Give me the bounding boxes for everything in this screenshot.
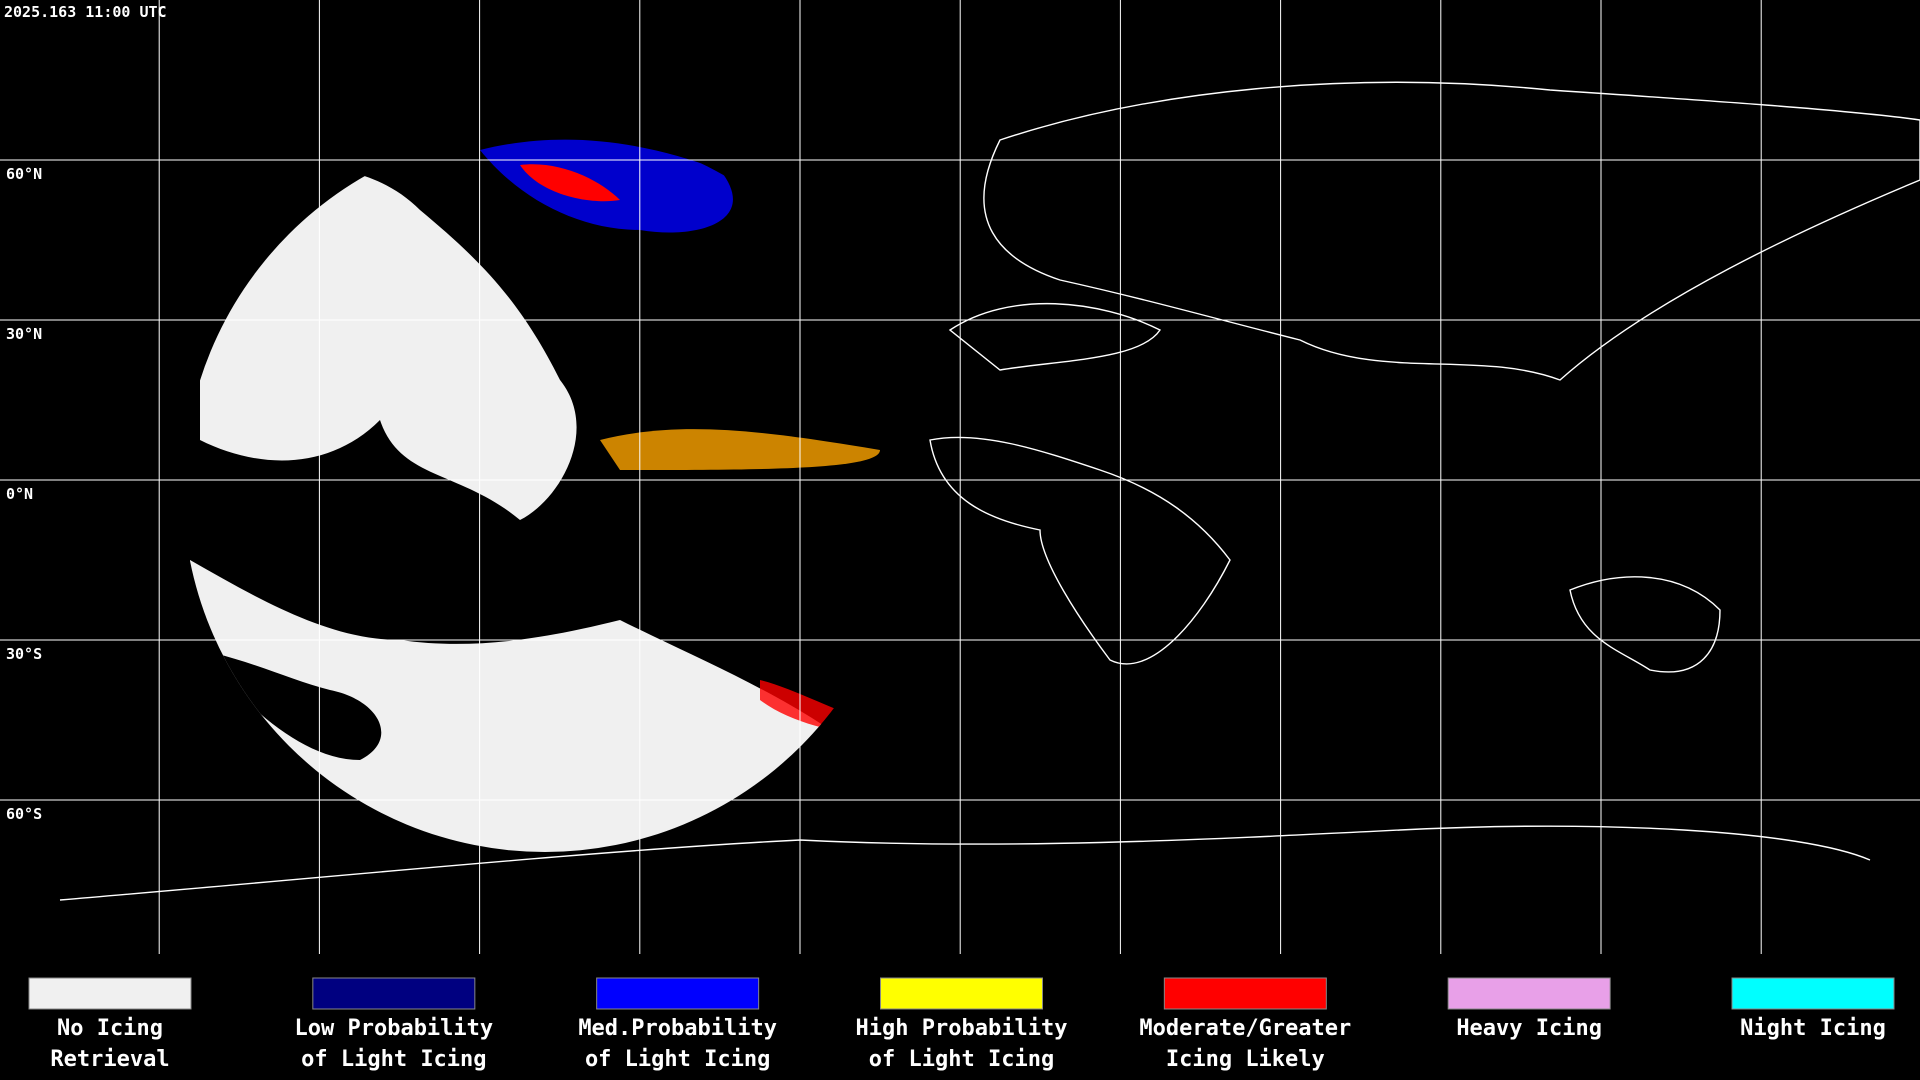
latitude-label: 0°N [6,485,33,503]
legend-label: Heavy Icing [1456,1016,1602,1041]
latitude-label: 60°S [6,805,42,823]
latitude-label: 30°S [6,645,42,663]
legend-swatch [28,977,192,1010]
timestamp: 2025.163 11:00 UTC [4,3,167,21]
latitude-label: 30°N [6,325,42,343]
legend-label: Retrieval [50,1047,169,1072]
legend-label: High Probability [856,1016,1068,1041]
legend-label: No Icing [57,1016,163,1041]
legend-swatch [1447,977,1611,1010]
legend-label: Night Icing [1740,1016,1886,1041]
legend-label: of Light Icing [869,1047,1054,1072]
legend-swatch [1163,977,1327,1010]
legend-label: Icing Likely [1166,1047,1325,1072]
legend-swatch [1731,977,1895,1010]
legend-swatch [596,977,760,1010]
legend-label: Moderate/Greater [1139,1016,1351,1041]
coastlines [59,81,1920,901]
legend-label: Low Probability [294,1016,493,1041]
legend-label: of Light Icing [301,1047,486,1072]
latitude-label: 60°N [6,165,42,183]
legend-label: of Light Icing [585,1047,770,1072]
legend-label: Med.Probability [578,1016,777,1041]
legend-swatch [880,977,1043,1010]
graticule: 60°N 30°N 0°N 30°S 60°S [0,0,1920,954]
legend: No Icing Retrieval Low Probability of Light… [28,977,1895,1072]
legend-swatch [312,977,476,1010]
